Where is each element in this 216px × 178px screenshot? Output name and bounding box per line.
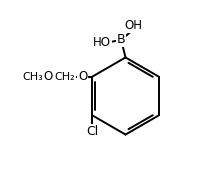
Text: HO: HO bbox=[93, 36, 111, 49]
Text: B: B bbox=[117, 33, 125, 46]
Text: O: O bbox=[44, 70, 53, 83]
Text: O: O bbox=[78, 70, 87, 83]
Text: Cl: Cl bbox=[86, 125, 98, 138]
Text: CH₃: CH₃ bbox=[22, 72, 43, 82]
Text: OH: OH bbox=[124, 19, 142, 32]
Text: CH₂: CH₂ bbox=[55, 72, 75, 82]
